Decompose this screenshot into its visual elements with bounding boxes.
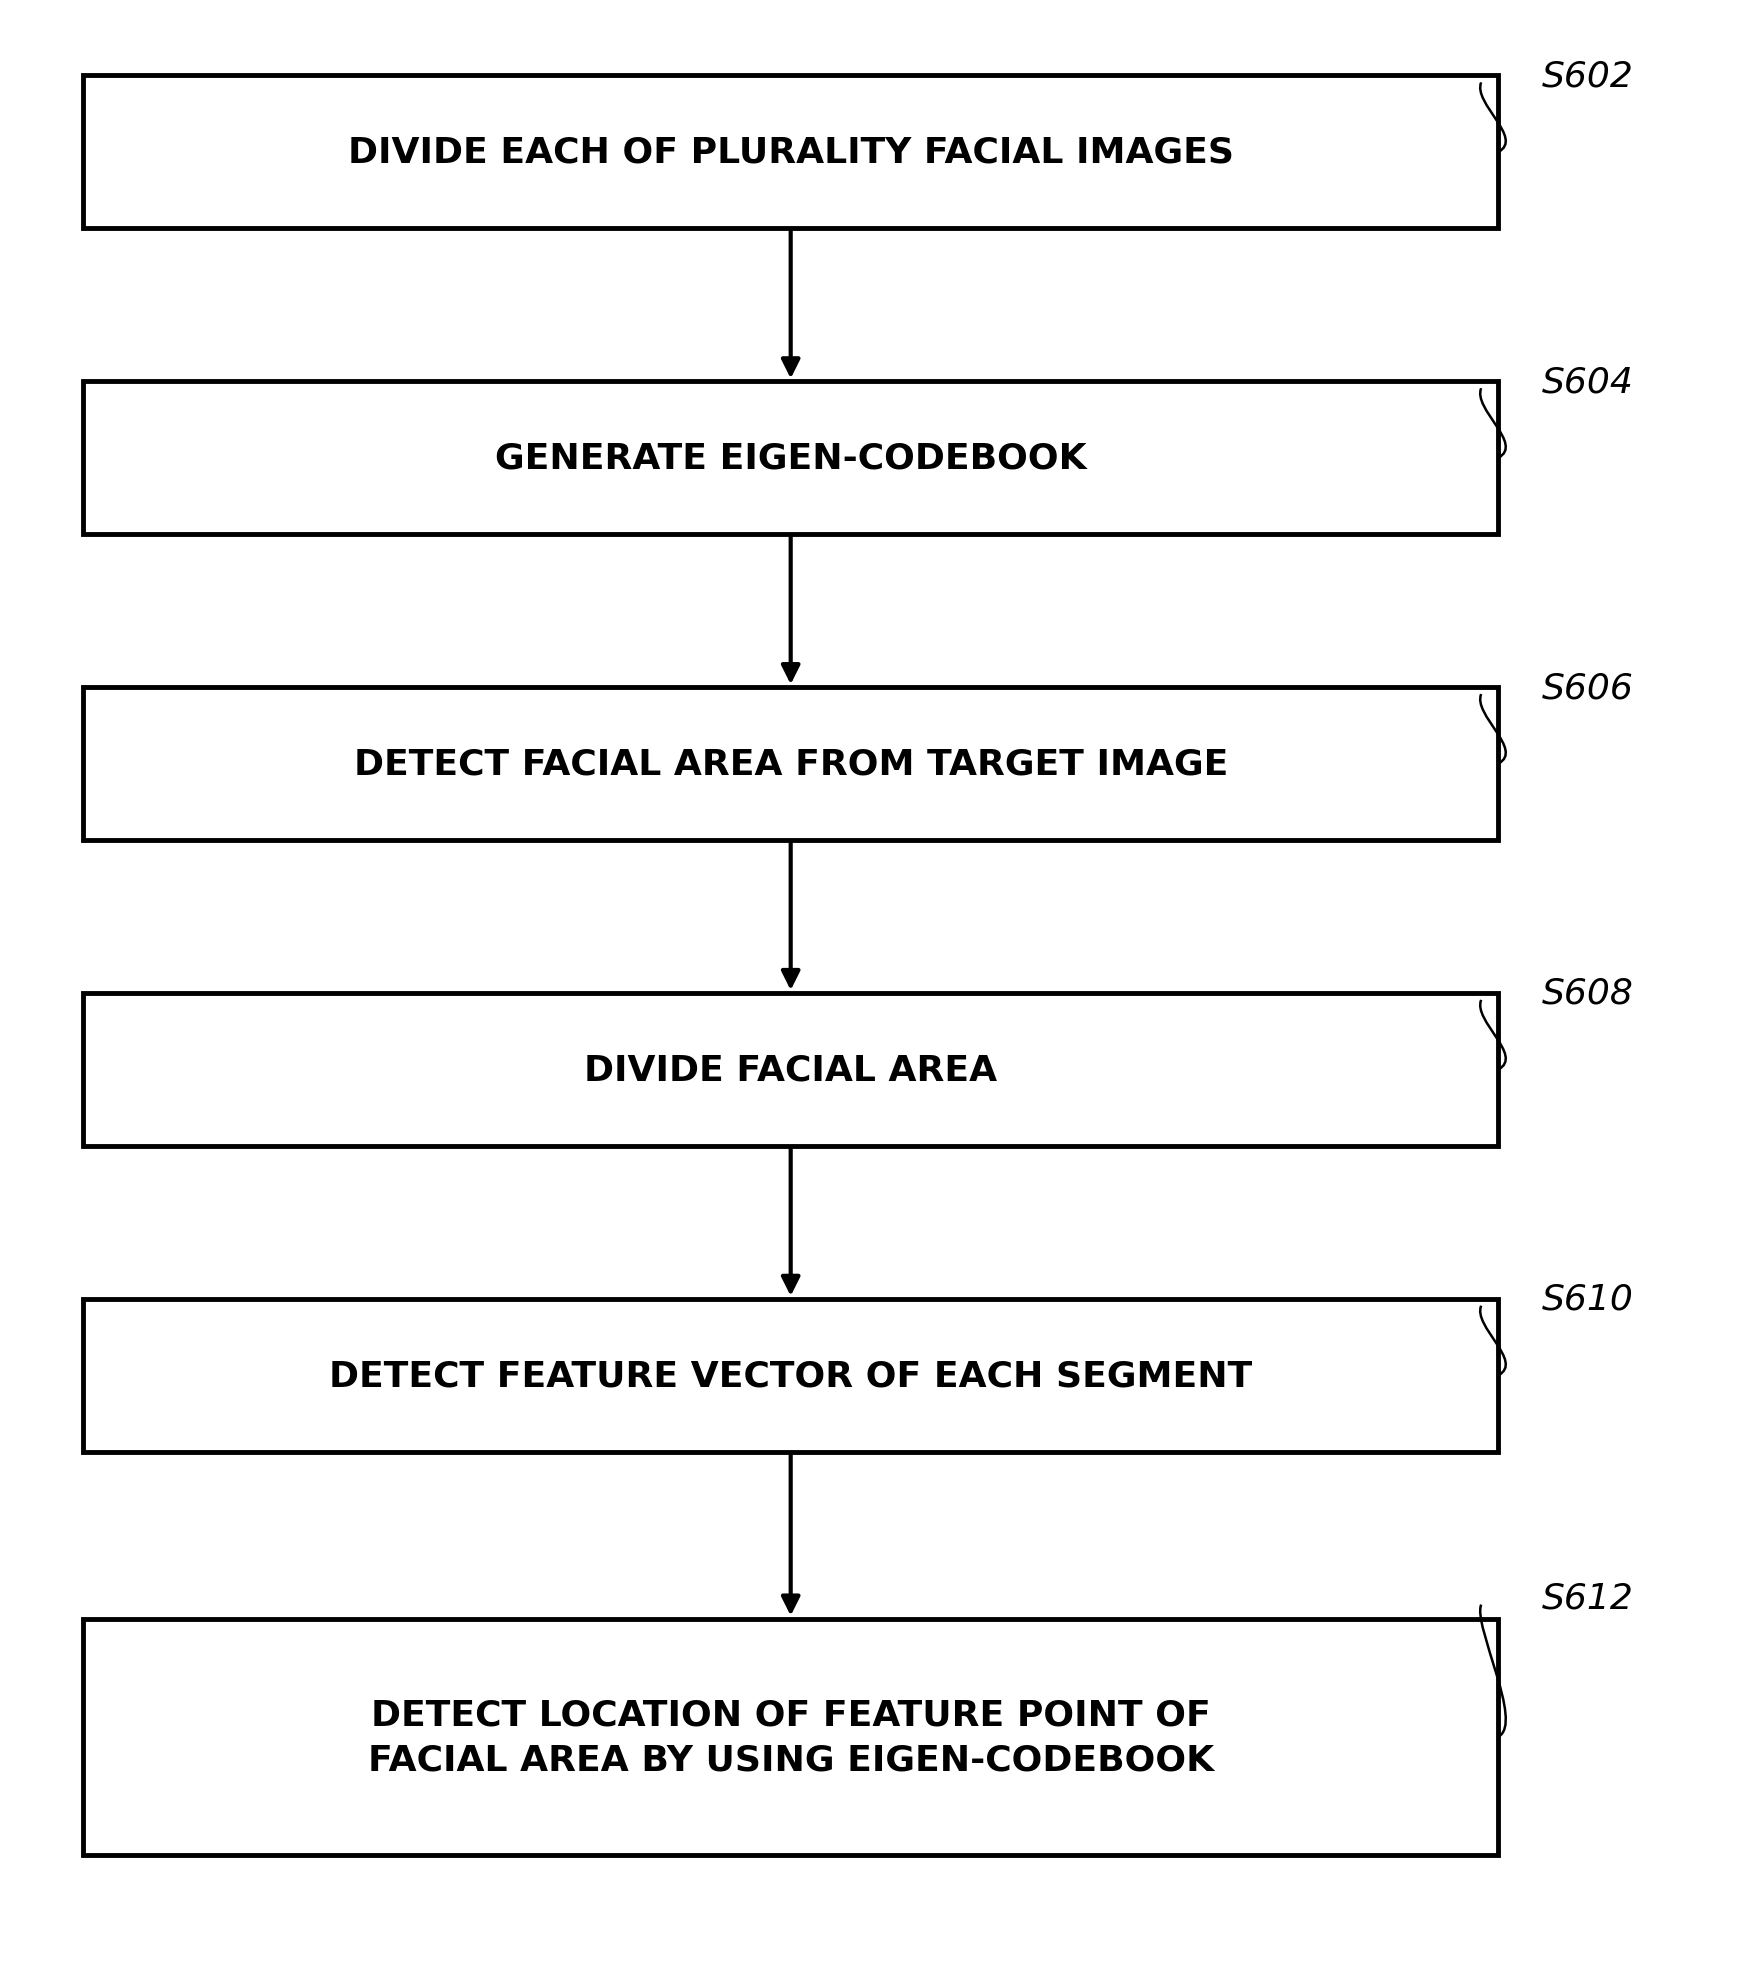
Text: S602: S602	[1542, 59, 1633, 93]
Text: S604: S604	[1542, 365, 1633, 399]
Bar	[82, 1618, 1498, 1855]
Bar	[82, 689, 1498, 840]
Text: DETECT FEATURE VECTOR OF EACH SEGMENT: DETECT FEATURE VECTOR OF EACH SEGMENT	[330, 1359, 1252, 1393]
Bar	[82, 383, 1498, 535]
Text: DETECT LOCATION OF FEATURE POINT OF
FACIAL AREA BY USING EIGEN-CODEBOOK: DETECT LOCATION OF FEATURE POINT OF FACI…	[368, 1697, 1214, 1776]
Text: S606: S606	[1542, 671, 1633, 704]
Bar	[82, 1298, 1498, 1452]
Text: S612: S612	[1542, 1580, 1633, 1614]
Bar	[82, 77, 1498, 229]
Text: DIVIDE EACH OF PLURALITY FACIAL IMAGES: DIVIDE EACH OF PLURALITY FACIAL IMAGES	[347, 136, 1233, 170]
Text: S608: S608	[1542, 977, 1633, 1010]
Text: DETECT FACIAL AREA FROM TARGET IMAGE: DETECT FACIAL AREA FROM TARGET IMAGE	[354, 748, 1228, 781]
Text: S610: S610	[1542, 1282, 1633, 1316]
Text: GENERATE EIGEN-CODEBOOK: GENERATE EIGEN-CODEBOOK	[495, 442, 1086, 475]
Bar	[82, 994, 1498, 1146]
Text: DIVIDE FACIAL AREA: DIVIDE FACIAL AREA	[584, 1054, 998, 1087]
